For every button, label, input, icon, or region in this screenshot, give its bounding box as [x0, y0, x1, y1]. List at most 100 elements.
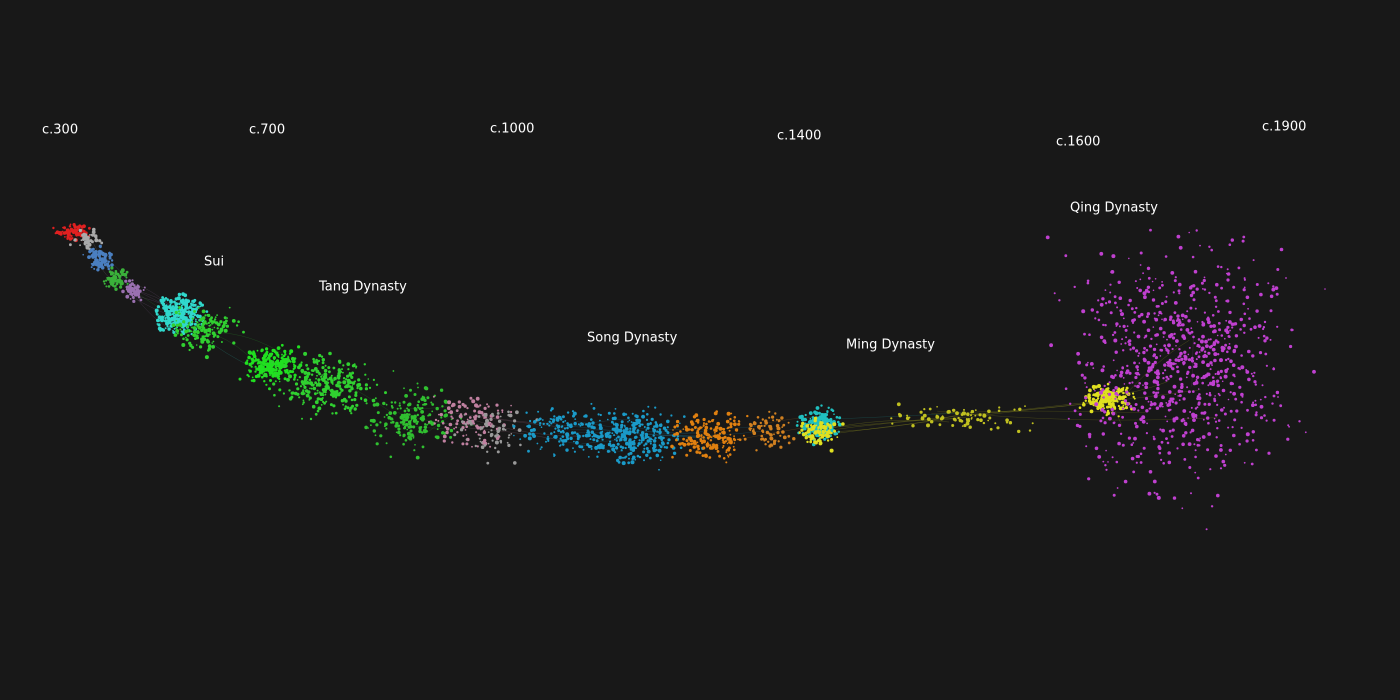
- node: [1167, 364, 1170, 367]
- node: [987, 419, 990, 422]
- node: [1134, 280, 1137, 283]
- node: [475, 396, 480, 401]
- node: [996, 426, 1000, 430]
- node: [1168, 399, 1172, 404]
- node: [718, 436, 722, 440]
- node: [487, 431, 490, 433]
- node: [649, 421, 652, 424]
- node: [1120, 312, 1124, 317]
- node: [392, 370, 395, 372]
- node: [510, 410, 513, 414]
- node: [1132, 470, 1136, 474]
- node: [1216, 379, 1220, 383]
- node: [1115, 325, 1118, 327]
- node: [164, 297, 168, 300]
- node: [513, 419, 517, 423]
- node: [388, 411, 393, 415]
- node: [1160, 312, 1163, 315]
- node: [1157, 305, 1160, 308]
- node: [815, 406, 820, 410]
- node: [1210, 248, 1213, 252]
- node: [489, 417, 493, 421]
- node: [1172, 384, 1177, 389]
- node: [1173, 301, 1178, 305]
- node: [486, 403, 489, 406]
- node: [97, 255, 100, 258]
- node: [355, 365, 358, 368]
- node: [1209, 468, 1212, 471]
- node: [636, 444, 640, 447]
- node: [143, 286, 146, 289]
- node: [316, 389, 319, 392]
- node: [1101, 388, 1105, 392]
- node: [1262, 327, 1265, 331]
- node: [715, 410, 718, 413]
- node: [823, 437, 827, 441]
- node: [1196, 397, 1200, 401]
- node: [1253, 380, 1257, 384]
- node: [818, 430, 822, 433]
- node: [1158, 404, 1162, 408]
- node: [402, 423, 405, 426]
- node: [679, 422, 681, 425]
- node: [1217, 370, 1220, 373]
- node: [1162, 331, 1166, 335]
- node: [263, 368, 265, 370]
- node: [627, 421, 629, 423]
- node: [760, 424, 763, 427]
- node: [571, 410, 575, 413]
- node: [308, 378, 312, 382]
- node: [347, 395, 351, 399]
- node: [637, 418, 642, 423]
- node: [1018, 407, 1022, 411]
- node: [428, 420, 430, 423]
- node: [300, 380, 305, 384]
- node: [658, 430, 662, 435]
- node: [350, 412, 353, 415]
- node: [573, 450, 577, 453]
- node: [1240, 365, 1245, 370]
- node: [1058, 299, 1061, 302]
- node: [483, 413, 488, 417]
- node: [742, 434, 745, 437]
- node: [408, 413, 411, 416]
- node: [805, 424, 809, 428]
- node: [1106, 409, 1110, 413]
- node: [464, 422, 468, 426]
- node: [1251, 354, 1255, 358]
- node: [1152, 379, 1157, 383]
- node: [1151, 362, 1155, 367]
- node: [556, 424, 561, 429]
- node: [461, 442, 465, 446]
- node: [1251, 439, 1255, 442]
- node: [1224, 343, 1227, 347]
- node: [175, 323, 179, 327]
- node: [501, 427, 505, 431]
- node: [175, 320, 178, 322]
- node: [328, 351, 332, 356]
- node: [252, 378, 256, 383]
- node: [1175, 339, 1179, 343]
- node: [426, 396, 430, 400]
- node: [1205, 528, 1208, 531]
- node: [107, 285, 111, 288]
- node: [415, 422, 419, 425]
- node: [453, 433, 457, 437]
- node: [1167, 402, 1172, 407]
- node: [389, 455, 393, 459]
- node: [271, 348, 275, 353]
- node: [701, 454, 705, 457]
- node: [477, 410, 482, 415]
- node: [376, 411, 380, 415]
- node: [1156, 375, 1160, 379]
- node: [432, 395, 435, 398]
- node: [256, 367, 261, 371]
- node: [1166, 420, 1169, 423]
- node: [1187, 442, 1192, 446]
- node: [100, 263, 104, 267]
- node: [655, 424, 659, 428]
- node: [663, 446, 666, 449]
- node: [412, 415, 417, 420]
- node: [114, 276, 118, 280]
- node: [282, 392, 285, 395]
